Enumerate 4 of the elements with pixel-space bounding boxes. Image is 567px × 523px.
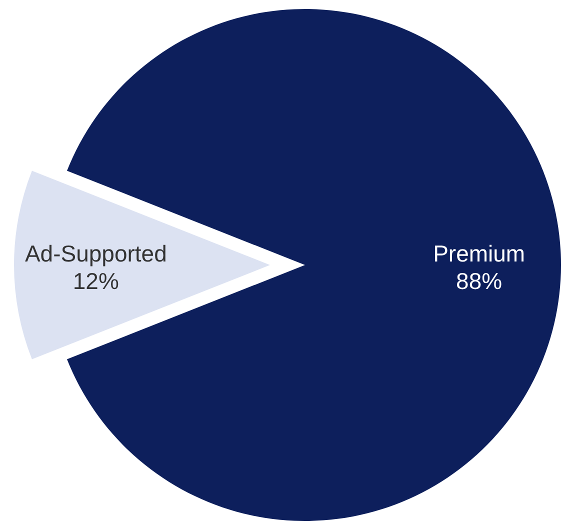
data-label: 12% bbox=[72, 268, 119, 294]
slice-label: Ad-Supported bbox=[24, 240, 167, 267]
slice-label: Premium bbox=[433, 240, 526, 267]
data-label: 88% bbox=[456, 268, 502, 294]
